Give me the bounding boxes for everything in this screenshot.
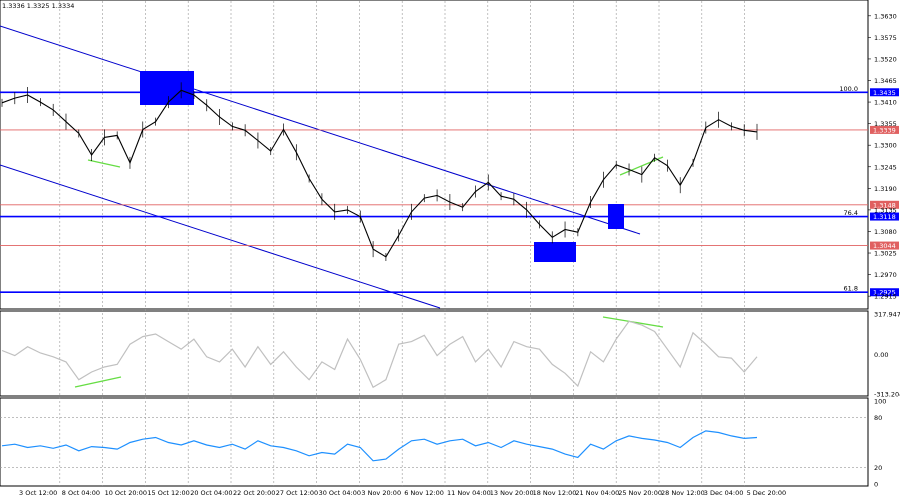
level-price-label: 1.3044 <box>873 242 896 250</box>
level-price-label: 1.3118 <box>873 213 896 221</box>
rsi-y-tick-label: 100 <box>874 398 886 406</box>
grid <box>0 1 868 486</box>
cci-pane <box>0 310 869 397</box>
y-tick-label: 1.3410 <box>874 99 897 107</box>
x-tick-label: 5 Dec 20:00 <box>747 489 787 497</box>
fib-level-label: 76.4 <box>844 209 858 217</box>
y-tick-label: 1.3520 <box>874 55 897 63</box>
x-tick-label: 20 Oct 04:00 <box>190 489 232 497</box>
x-tick-label: 22 Oct 20:00 <box>233 489 275 497</box>
y-tick-label: 1.3630 <box>874 12 897 20</box>
price-line <box>1 89 758 258</box>
breakout-zone-box <box>608 204 624 229</box>
price-divergence-line-1 <box>87 159 121 168</box>
level-price-label: 1.2925 <box>873 289 896 297</box>
x-tick-label: 27 Oct 12:00 <box>276 489 318 497</box>
x-tick-label: 3 Oct 12:00 <box>19 489 57 497</box>
fib-level-label: 61.8 <box>844 285 858 293</box>
x-tick-label: 3 Nov 20:00 <box>361 489 401 497</box>
y-tick-label: 1.3080 <box>874 228 897 236</box>
x-tick-label: 11 Nov 04:00 <box>447 489 491 497</box>
rsi-line <box>1 430 758 462</box>
y-tick-label: 1.2970 <box>874 271 897 279</box>
level-price-tag <box>870 288 899 297</box>
level-price-label: 1.3339 <box>873 126 896 134</box>
y-tick-label: 1.3465 <box>874 77 897 85</box>
resistance-zone-box <box>140 71 194 105</box>
x-tick-label: 21 Nov 04:00 <box>575 489 619 497</box>
x-tick-label: 28 Nov 12:00 <box>661 489 705 497</box>
y-tick-label: 1.3135 <box>874 206 897 214</box>
x-tick-label: 13 Nov 20:00 <box>490 489 534 497</box>
y-tick-label: 1.2915 <box>874 293 897 301</box>
cci-line <box>1 320 758 389</box>
x-tick-label: 25 Nov 20:00 <box>618 489 662 497</box>
level-price-tag <box>870 88 899 97</box>
ohlc-header: 1.3336 1.3325 1.3334 <box>2 2 74 10</box>
level-price-tag <box>870 212 899 221</box>
cci-y-tick-label: 0.00 <box>874 351 888 359</box>
x-tick-label: 30 Oct 04:00 <box>319 489 361 497</box>
y-tick-label: 1.3300 <box>874 142 897 150</box>
y-tick-label: 1.3575 <box>874 34 897 42</box>
rsi-pane <box>0 397 869 487</box>
price-pane <box>0 0 869 310</box>
price-divergence-line-2 <box>619 156 664 176</box>
level-price-tag <box>870 200 899 209</box>
x-tick-label: 8 Oct 04:00 <box>62 489 100 497</box>
y-tick-label: 1.3025 <box>874 250 897 258</box>
level-price-tag <box>870 125 899 134</box>
level-price-label: 1.3435 <box>873 89 896 97</box>
cci-divergence-line-1 <box>74 376 122 388</box>
x-tick-label: 6 Nov 12:00 <box>404 489 444 497</box>
x-tick-label: 18 Nov 12:00 <box>533 489 577 497</box>
x-tick-label: 3 Dec 04:00 <box>704 489 744 497</box>
y-tick-label: 1.3355 <box>874 120 897 128</box>
x-tick-label: 15 Oct 12:00 <box>147 489 189 497</box>
rsi-y-tick-label: 0 <box>874 481 878 489</box>
x-axis: 3 Oct 12:00 8 Oct 04:00 10 Oct 20:00 15 Oct… <box>19 489 786 497</box>
rsi-y-tick-label: 20 <box>874 464 882 472</box>
cci-y-tick-label: -313.204 <box>874 391 900 399</box>
fib-level-label: 100.0 <box>839 85 858 93</box>
y-axis: 1.36301.35751.35201.34651.34101.33551.33… <box>868 12 900 489</box>
channel-lower-line <box>0 164 441 309</box>
series-layer <box>1 82 758 462</box>
y-tick-label: 1.3190 <box>874 185 897 193</box>
support-zone-box <box>534 242 576 262</box>
y-tick-label: 1.3245 <box>874 163 897 171</box>
level-price-tag <box>870 241 899 250</box>
rsi-y-tick-label: 80 <box>874 414 882 422</box>
level-price-label: 1.3148 <box>873 201 896 209</box>
cci-y-tick-label: 317.9471 <box>874 311 900 319</box>
x-tick-label: 10 Oct 20:00 <box>105 489 147 497</box>
